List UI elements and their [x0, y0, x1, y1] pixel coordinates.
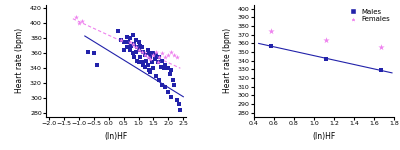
Point: [147, 71, 154, 73]
Point: [174, 56, 180, 58]
Point: [124, 46, 130, 48]
Point: [137, 45, 143, 47]
Point: [76, 22, 82, 24]
Point: [162, 56, 169, 58]
Point: [150, 67, 157, 69]
Point: [120, 41, 127, 43]
Point: [171, 84, 178, 86]
Point: [73, 16, 79, 18]
Point: [140, 51, 146, 53]
Point: [147, 56, 154, 58]
Point: [132, 46, 139, 48]
Point: [168, 51, 174, 53]
Y-axis label: Heart rate (bpm): Heart rate (bpm): [16, 28, 24, 93]
Point: [146, 52, 152, 54]
Point: [138, 61, 145, 63]
Point: [135, 41, 142, 43]
Point: [138, 51, 145, 53]
Point: [143, 60, 149, 62]
Point: [155, 61, 161, 63]
Point: [153, 54, 160, 56]
Point: [126, 48, 133, 51]
Point: [150, 54, 157, 56]
Point: [153, 75, 160, 77]
Point: [141, 54, 148, 56]
Point: [125, 41, 131, 43]
Point: [134, 60, 140, 62]
Point: [165, 67, 172, 69]
Point: [79, 20, 85, 22]
Point: [118, 39, 124, 41]
Point: [114, 30, 121, 32]
Point: [170, 78, 176, 81]
Point: [268, 45, 274, 47]
Point: [165, 54, 172, 56]
Point: [129, 43, 136, 45]
Point: [177, 108, 184, 111]
Point: [152, 58, 158, 60]
Point: [141, 66, 148, 68]
Point: [159, 84, 166, 86]
Point: [140, 63, 146, 66]
Point: [171, 54, 178, 56]
Point: [135, 61, 142, 63]
Point: [141, 54, 148, 56]
Point: [155, 61, 161, 63]
Point: [174, 99, 180, 101]
Point: [167, 73, 173, 75]
Point: [378, 69, 384, 71]
Point: [168, 96, 174, 98]
Y-axis label: Heart rate (bpm): Heart rate (bpm): [223, 28, 232, 93]
Point: [135, 48, 142, 51]
Point: [159, 52, 166, 54]
Point: [137, 56, 143, 58]
Point: [124, 36, 130, 38]
Point: [153, 51, 160, 53]
Point: [118, 39, 124, 41]
Point: [149, 61, 155, 63]
Point: [132, 51, 139, 53]
Point: [168, 69, 174, 71]
Legend: Males, Females: Males, Females: [345, 8, 390, 23]
Point: [132, 39, 139, 41]
Point: [138, 46, 145, 48]
Point: [268, 30, 274, 33]
Point: [161, 67, 167, 69]
Point: [129, 52, 136, 54]
Point: [162, 63, 169, 66]
Point: [156, 56, 163, 58]
Point: [131, 43, 137, 45]
Point: [144, 48, 151, 51]
Point: [129, 33, 136, 36]
Point: [126, 41, 133, 43]
Point: [134, 46, 140, 48]
X-axis label: (ln)HF: (ln)HF: [312, 132, 336, 141]
Point: [150, 52, 157, 54]
Point: [378, 46, 384, 48]
Point: [162, 86, 169, 88]
Point: [144, 56, 151, 58]
Point: [147, 58, 154, 60]
Point: [144, 63, 151, 66]
Point: [323, 58, 329, 60]
Point: [156, 56, 163, 58]
Point: [156, 78, 163, 81]
Point: [165, 91, 172, 93]
Point: [90, 52, 97, 54]
Point: [135, 48, 142, 51]
X-axis label: (ln)HF: (ln)HF: [104, 132, 128, 141]
Point: [94, 63, 100, 66]
Point: [176, 103, 182, 105]
Point: [159, 60, 166, 62]
Point: [131, 56, 137, 58]
Point: [126, 37, 133, 39]
Point: [120, 48, 127, 51]
Point: [84, 51, 91, 53]
Point: [146, 69, 152, 71]
Point: [323, 39, 329, 41]
Point: [158, 66, 164, 68]
Point: [128, 45, 134, 47]
